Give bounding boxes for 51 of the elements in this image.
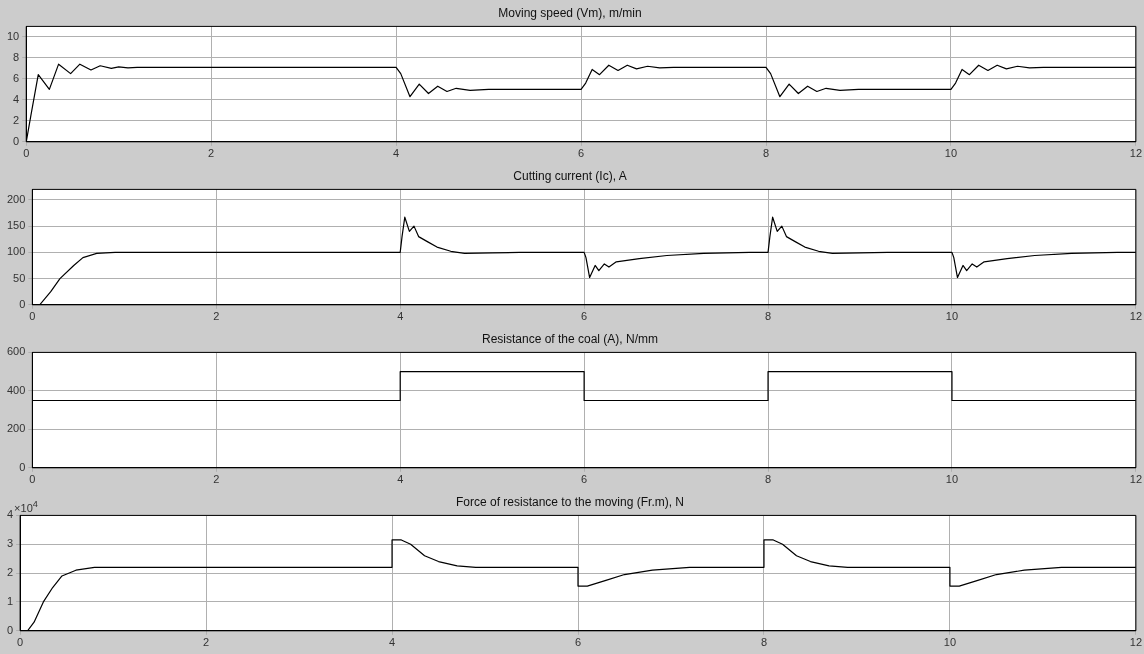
y-tick-label: 1	[6, 594, 14, 607]
y-tick-label: 6	[13, 71, 20, 84]
y-tick-label: 200	[6, 192, 26, 205]
y-tick-label: 2	[6, 566, 14, 579]
chart-title: Resistance of the coal (A), N/mm	[481, 331, 659, 346]
y-tick-label: 10	[6, 29, 20, 42]
x-tick-label: 4	[397, 473, 404, 486]
chart-title: Moving speed (Vm), m/min	[498, 5, 642, 20]
chart-title: Cutting current (Ic), A	[513, 168, 627, 183]
x-tick-label: 12	[1129, 310, 1143, 323]
y-tick-label: 4	[13, 92, 20, 105]
x-tick-label: 2	[203, 636, 210, 649]
y-tick-label: 100	[6, 245, 26, 258]
y-tick-label: 600	[6, 345, 26, 358]
y-tick-label: 0	[6, 623, 14, 636]
y-tick-label: 0	[19, 460, 26, 473]
y-tick-label: 0	[13, 134, 20, 147]
x-tick-label: 12	[1129, 636, 1143, 649]
x-tick-label: 8	[764, 310, 772, 323]
x-tick-label: 12	[1129, 147, 1143, 160]
y-tick-label: 3	[6, 537, 14, 550]
x-tick-label: 8	[762, 147, 770, 160]
x-tick-label: 4	[388, 636, 396, 649]
y-tick-label: 150	[6, 219, 26, 232]
x-tick-label: 10	[945, 473, 959, 486]
x-tick-label: 10	[944, 147, 958, 160]
y-tick-label: 200	[6, 422, 26, 435]
x-tick-label: 8	[760, 636, 768, 649]
y-tick-label: 8	[13, 50, 20, 63]
x-tick-label: 6	[581, 473, 588, 486]
x-tick-label: 2	[213, 310, 220, 323]
y-tick-label: 400	[6, 383, 26, 396]
x-tick-label: 4	[397, 310, 404, 323]
x-tick-label: 8	[764, 473, 772, 486]
x-tick-label: 4	[393, 147, 400, 160]
x-tick-label: 6	[574, 636, 582, 649]
y-tick-label: 4	[6, 508, 14, 521]
x-tick-label: 2	[213, 473, 220, 486]
x-tick-label: 10	[945, 310, 959, 323]
y-tick-label: 2	[13, 113, 20, 126]
x-tick-label: 10	[943, 636, 957, 649]
x-tick-label: 2	[208, 147, 215, 160]
x-tick-label: 0	[29, 310, 36, 323]
y-tick-label: 50	[13, 271, 26, 284]
y-tick-label: 0	[19, 297, 26, 310]
text: ×10$^{4}$	[14, 499, 38, 515]
x-tick-label: 12	[1129, 473, 1143, 486]
x-tick-label: 6	[581, 310, 588, 323]
chart-title: Force of resistance to the moving (Fr.m), N	[455, 494, 685, 509]
x-tick-label: 6	[578, 147, 585, 160]
x-tick-label: 0	[29, 473, 36, 486]
